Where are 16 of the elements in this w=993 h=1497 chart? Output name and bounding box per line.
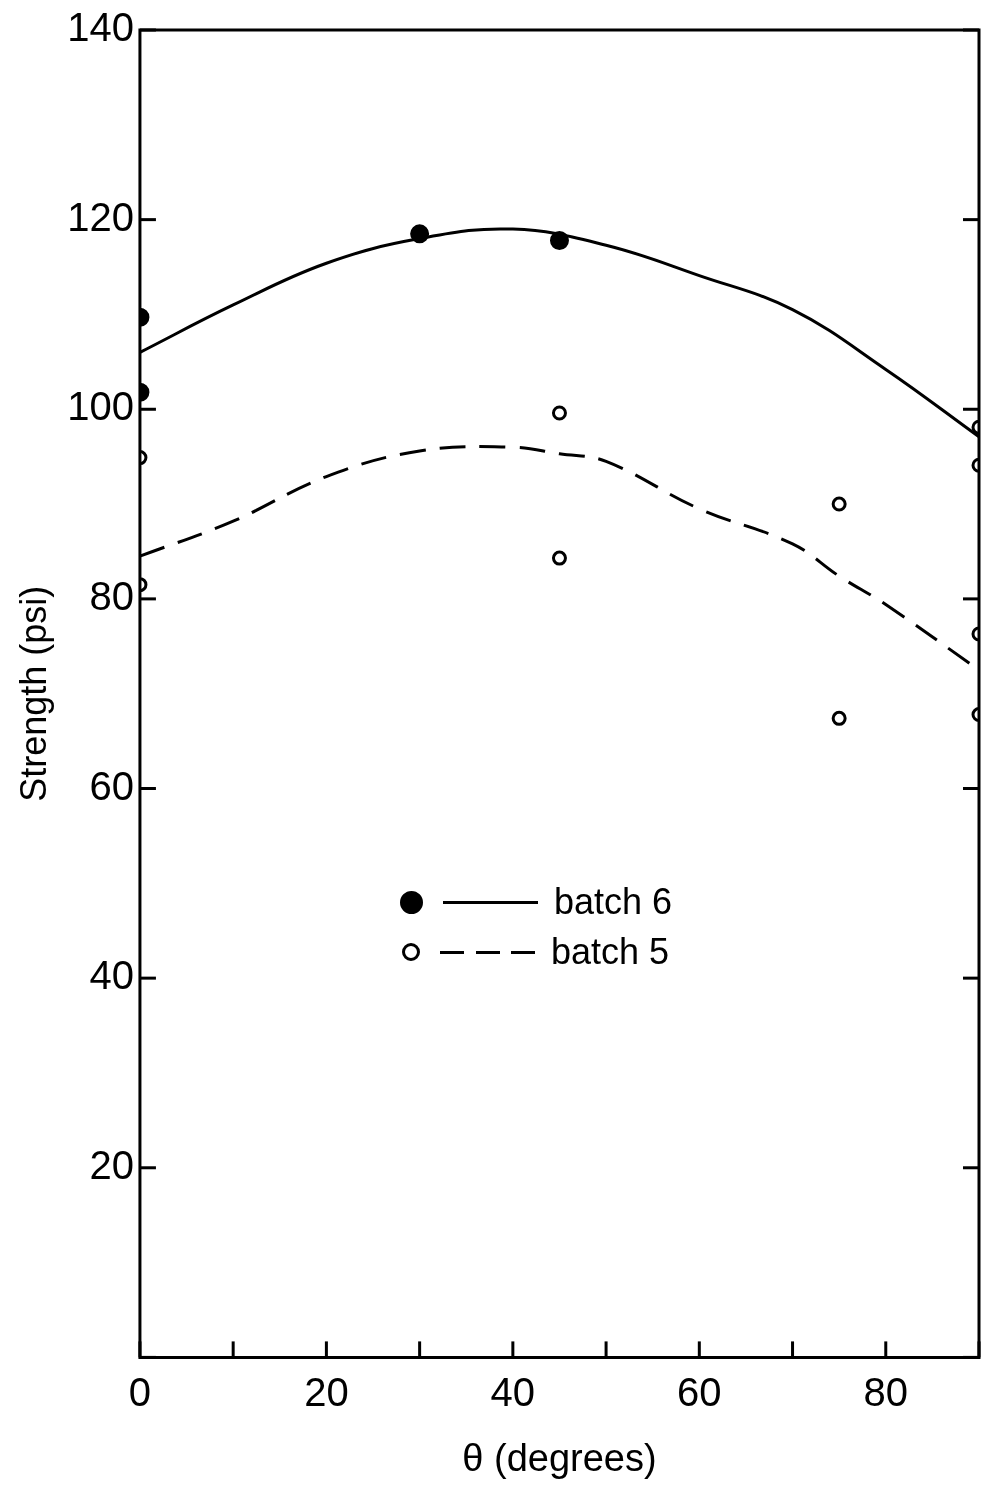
x-tick-label: 60 xyxy=(677,1370,722,1415)
x-tick-label: 0 xyxy=(128,1370,152,1415)
y-tick-label: 120 xyxy=(67,194,134,239)
legend-label: batch 6 xyxy=(554,881,673,924)
x-axis-title: θ (degrees) xyxy=(462,1436,657,1479)
y-tick-label: 60 xyxy=(89,763,134,808)
y-tick-label: 100 xyxy=(67,384,134,429)
x-tick-label: 40 xyxy=(490,1370,536,1415)
x-tick-label: 20 xyxy=(304,1370,349,1415)
y-tick-label: 40 xyxy=(89,953,134,998)
y-axis-title: Strength (psi) xyxy=(12,585,54,802)
y-tick-label: 20 xyxy=(89,1142,134,1187)
y-tick-label: 80 xyxy=(89,573,134,618)
x-tick-label: 80 xyxy=(863,1370,909,1415)
y-tick-label: 140 xyxy=(67,5,134,50)
legend-label: batch 5 xyxy=(551,931,670,974)
